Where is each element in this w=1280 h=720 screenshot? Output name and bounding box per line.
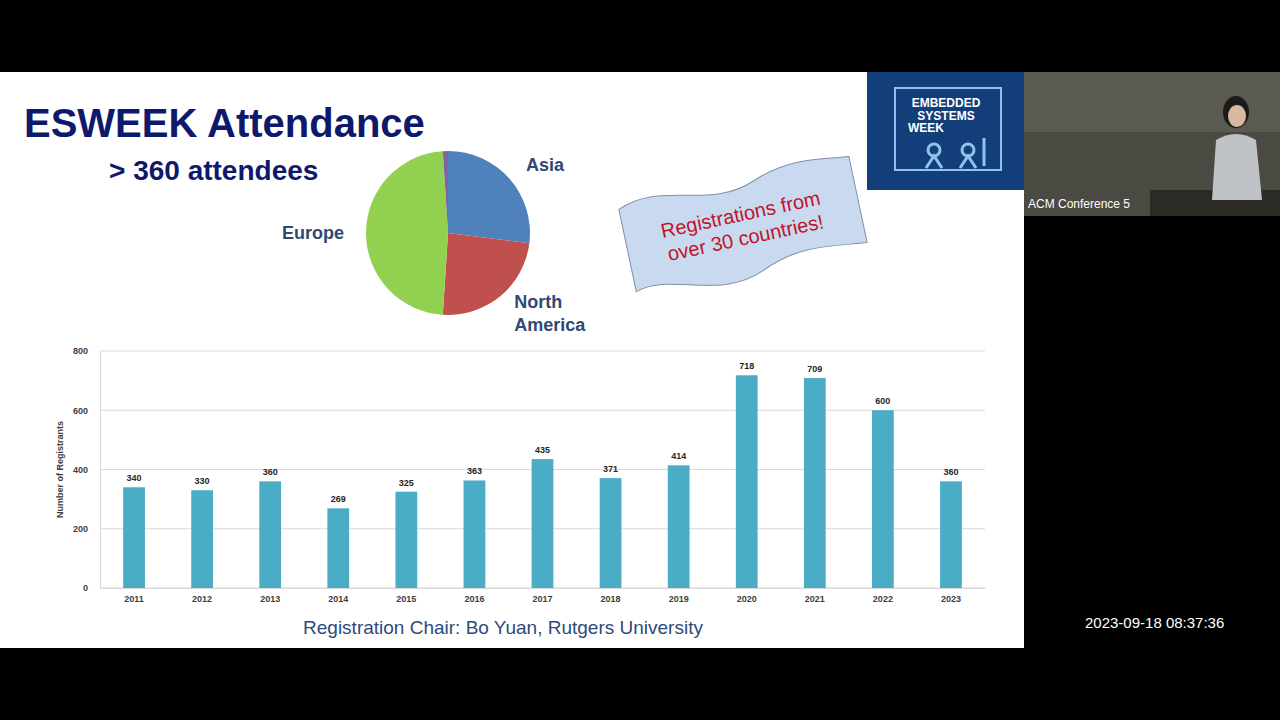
tick-label: 2012 bbox=[192, 594, 212, 604]
tick-label: 2013 bbox=[260, 594, 280, 604]
tick-label: 2020 bbox=[737, 594, 757, 604]
timestamp: 2023-09-18 08:37:36 bbox=[1085, 614, 1224, 631]
tick-label: 2022 bbox=[873, 594, 893, 604]
tick-label: 200 bbox=[73, 524, 88, 534]
tick-label: 2021 bbox=[805, 594, 825, 604]
tick: 2020 bbox=[737, 588, 757, 604]
screen: ESWEEK Attendance > 360 attendees Asia Nort… bbox=[0, 0, 1280, 720]
banner-text: Registrations fromover 30 countries! bbox=[659, 187, 827, 266]
data-label: 360 bbox=[943, 467, 958, 477]
tick: 2013 bbox=[260, 588, 280, 604]
tick-label: 2019 bbox=[669, 594, 689, 604]
logo-background bbox=[867, 72, 1024, 190]
tick: 2012 bbox=[192, 588, 212, 604]
tick-label: 2011 bbox=[124, 594, 144, 604]
tick: 0 bbox=[83, 583, 100, 593]
data-label: 371 bbox=[603, 464, 618, 474]
pie-slice bbox=[366, 151, 448, 315]
presenter bbox=[1212, 96, 1262, 200]
bar-chart: 0200400600800201120122013201420152016201… bbox=[55, 346, 986, 604]
tick: 800 bbox=[73, 346, 100, 356]
tick: 2014 bbox=[328, 588, 348, 604]
tick: 2023 bbox=[941, 588, 961, 604]
slide-subtitle: > 360 attendees bbox=[109, 155, 318, 186]
tick: 2015 bbox=[396, 588, 416, 604]
tick: 400 bbox=[73, 465, 100, 475]
axis-line bbox=[100, 352, 101, 589]
tick-label: 2017 bbox=[532, 594, 552, 604]
bar bbox=[191, 490, 213, 588]
y-axis: 0 200 400 600 800 bbox=[73, 346, 101, 593]
tick: 2018 bbox=[601, 588, 621, 604]
tick-label: 800 bbox=[73, 346, 88, 356]
bar bbox=[259, 481, 281, 588]
tick: 2016 bbox=[464, 588, 484, 604]
tick-label: 2015 bbox=[396, 594, 416, 604]
video-label: ACM Conference 5 bbox=[1028, 197, 1130, 211]
data-label: 269 bbox=[331, 494, 346, 504]
bars bbox=[123, 375, 962, 588]
tick-label: 2018 bbox=[601, 594, 621, 604]
bar bbox=[123, 487, 145, 588]
data-label: 340 bbox=[127, 473, 142, 483]
slide-title: ESWEEK Attendance bbox=[24, 101, 425, 145]
data-label: 435 bbox=[535, 445, 550, 455]
pie-label: Asia bbox=[526, 155, 565, 175]
bar bbox=[668, 465, 690, 588]
data-label: 709 bbox=[807, 364, 822, 374]
tick: 200 bbox=[73, 524, 100, 534]
logo-frame bbox=[895, 88, 1001, 170]
pie-label: NorthAmerica bbox=[514, 292, 586, 335]
grid-line bbox=[100, 410, 985, 411]
pie bbox=[366, 151, 530, 315]
tick-label: 2016 bbox=[464, 594, 484, 604]
caption: Registration Chair: Bo Yuan, Rutgers Uni… bbox=[303, 617, 703, 638]
data-label: 600 bbox=[875, 396, 890, 406]
tick: 600 bbox=[73, 406, 100, 416]
video: ACM Conference 5 bbox=[1024, 72, 1280, 216]
tick-label: 0 bbox=[83, 583, 88, 593]
pie-slice bbox=[448, 151, 530, 243]
bar bbox=[395, 492, 417, 588]
pie-slice bbox=[443, 151, 448, 233]
tick-label: 2023 bbox=[941, 594, 961, 604]
tick: 2021 bbox=[805, 588, 825, 604]
logo-text: EMBEDDEDSYSTEMSWEEK bbox=[908, 96, 981, 135]
background bbox=[0, 0, 1280, 720]
tick: 2017 bbox=[532, 588, 552, 604]
data-label: 325 bbox=[399, 478, 414, 488]
banner-shape bbox=[617, 152, 870, 304]
axis-line bbox=[101, 588, 986, 589]
tick: 2011 bbox=[124, 588, 144, 604]
data-label: 414 bbox=[671, 451, 686, 461]
slide bbox=[0, 72, 1024, 648]
grid-line bbox=[100, 351, 985, 352]
logo-icon bbox=[926, 138, 984, 168]
logo: EMBEDDEDSYSTEMSWEEK bbox=[867, 72, 1024, 190]
data-label: 330 bbox=[195, 476, 210, 486]
data-label: 360 bbox=[263, 467, 278, 477]
x-axis: 2011 2012 2013 2014 2015 2016 2017 2018 2019 2020… bbox=[101, 588, 986, 604]
tick-label: 400 bbox=[73, 465, 88, 475]
axis-title: Number of Registrants bbox=[55, 421, 65, 518]
tick: 2022 bbox=[873, 588, 893, 604]
banner: Registrations fromover 30 countries! bbox=[617, 152, 870, 304]
bar bbox=[804, 378, 826, 588]
tick: 2019 bbox=[669, 588, 689, 604]
bar bbox=[600, 478, 622, 588]
data-label: 363 bbox=[467, 466, 482, 476]
bar bbox=[940, 481, 962, 588]
data-label: 718 bbox=[739, 361, 754, 371]
tick-label: 600 bbox=[73, 406, 88, 416]
tick-label: 2014 bbox=[328, 594, 348, 604]
pie-label: Europe bbox=[282, 223, 344, 243]
bar bbox=[872, 410, 894, 588]
video-frame bbox=[1024, 72, 1280, 216]
bar bbox=[464, 480, 486, 588]
video-wall bbox=[1024, 72, 1280, 132]
bar bbox=[736, 375, 758, 588]
bar bbox=[532, 459, 554, 588]
bar bbox=[327, 508, 349, 588]
